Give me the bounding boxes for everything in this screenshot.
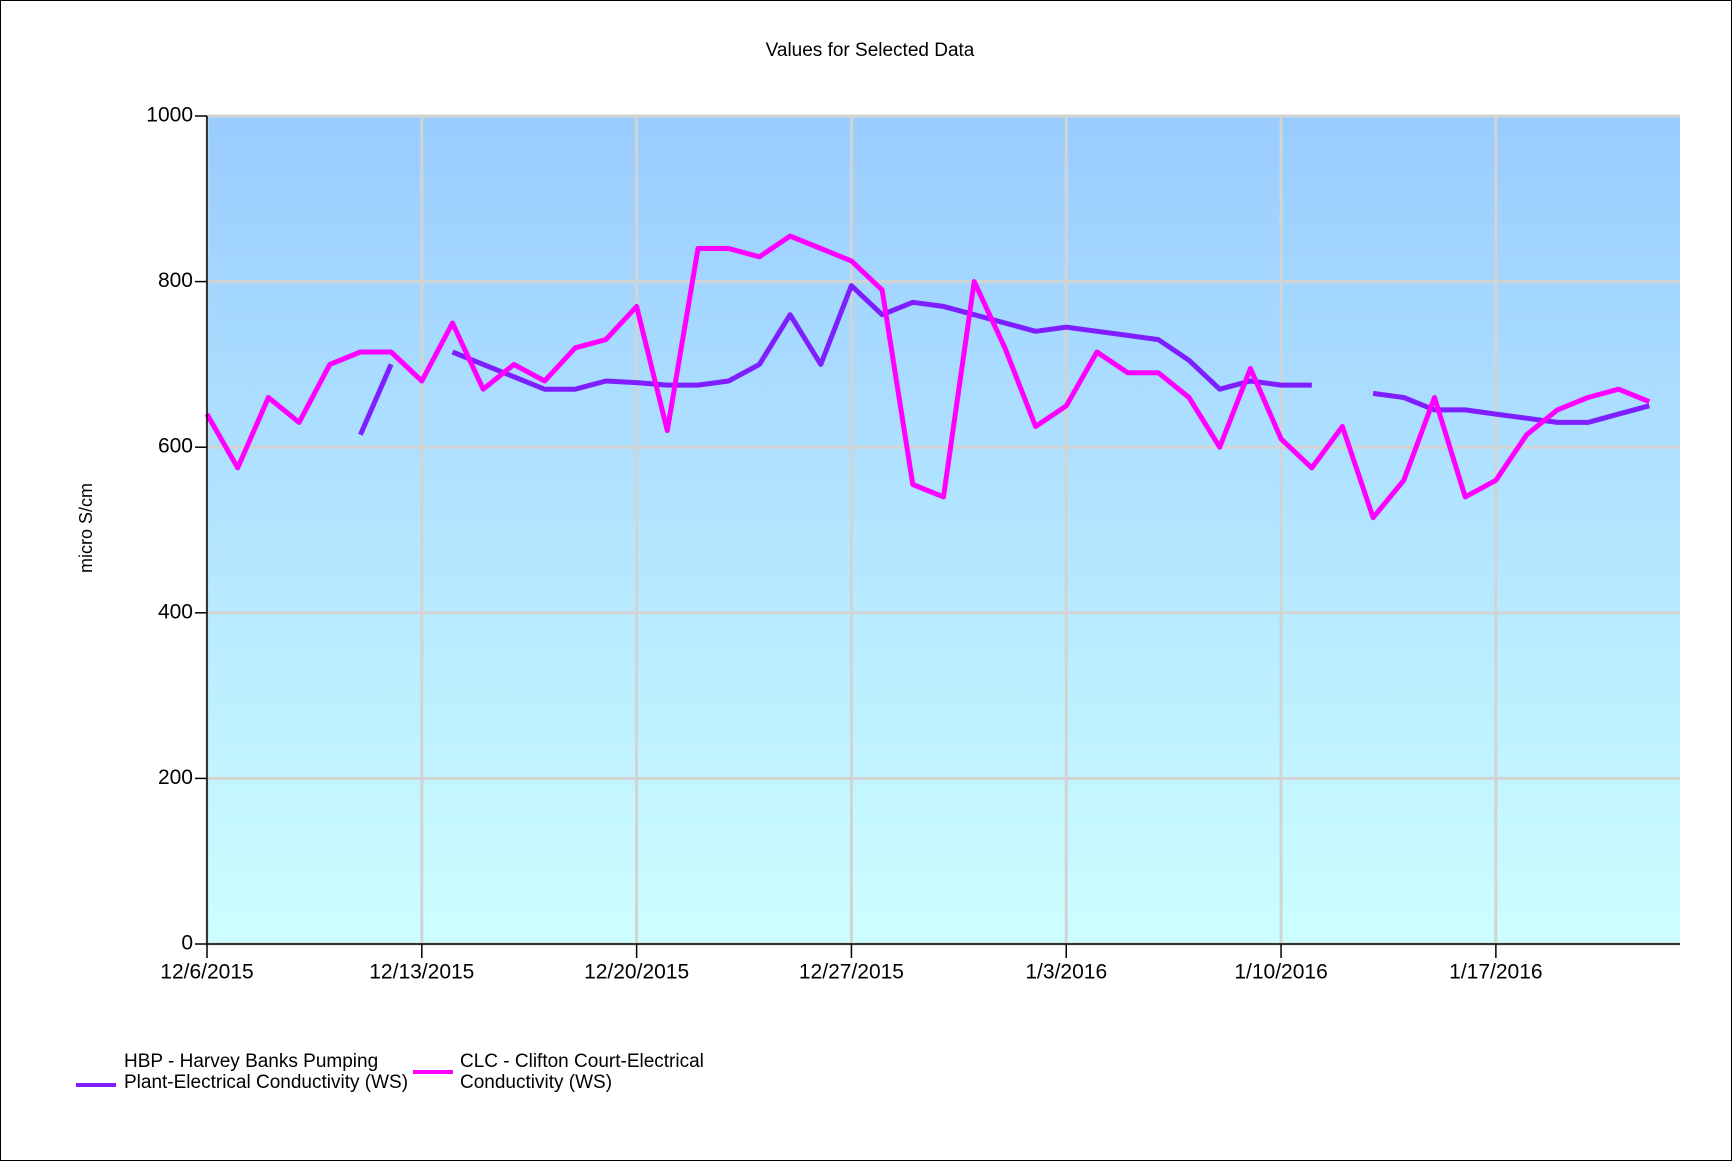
y-axis-label: micro S/cm (76, 483, 96, 573)
legend-label: HBP - Harvey Banks Pumping Plant-Electri… (124, 1051, 409, 1093)
series-line (358, 283, 1650, 436)
x-tick-label: 1/17/2016 (1449, 961, 1542, 984)
y-tick-label: 200 (158, 766, 193, 789)
series-line (204, 233, 1651, 521)
x-tick-label: 12/20/2015 (584, 961, 689, 984)
y-tick-label: 400 (158, 600, 193, 623)
legend-label: CLC - Clifton Court-Electrical Conductiv… (460, 1051, 704, 1093)
y-tick-label: 800 (158, 269, 193, 292)
y-tick-label: 600 (158, 435, 193, 458)
x-tick-label: 12/6/2015 (160, 961, 253, 984)
x-tick-label: 1/3/2016 (1025, 961, 1107, 984)
x-tick-label: 12/27/2015 (799, 961, 904, 984)
plot-area (207, 116, 1680, 944)
x-tick-label: 1/10/2016 (1234, 961, 1327, 984)
x-tick-label: 12/13/2015 (369, 961, 474, 984)
chart-title: Values for Selected Data (766, 40, 975, 61)
y-tick-label: 0 (181, 932, 193, 955)
y-tick-label: 1000 (146, 104, 193, 127)
